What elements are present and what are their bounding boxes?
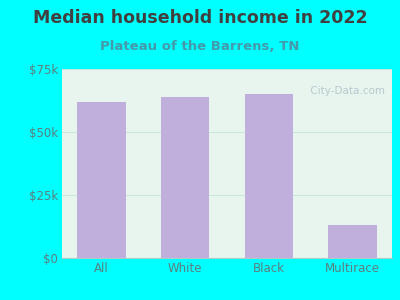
Bar xyxy=(77,102,126,258)
Text: City-Data.com: City-Data.com xyxy=(307,86,385,96)
Text: Plateau of the Barrens, TN: Plateau of the Barrens, TN xyxy=(100,40,300,53)
Bar xyxy=(328,225,377,258)
Text: Median household income in 2022: Median household income in 2022 xyxy=(33,9,367,27)
Bar xyxy=(244,94,293,258)
Bar xyxy=(161,97,210,258)
